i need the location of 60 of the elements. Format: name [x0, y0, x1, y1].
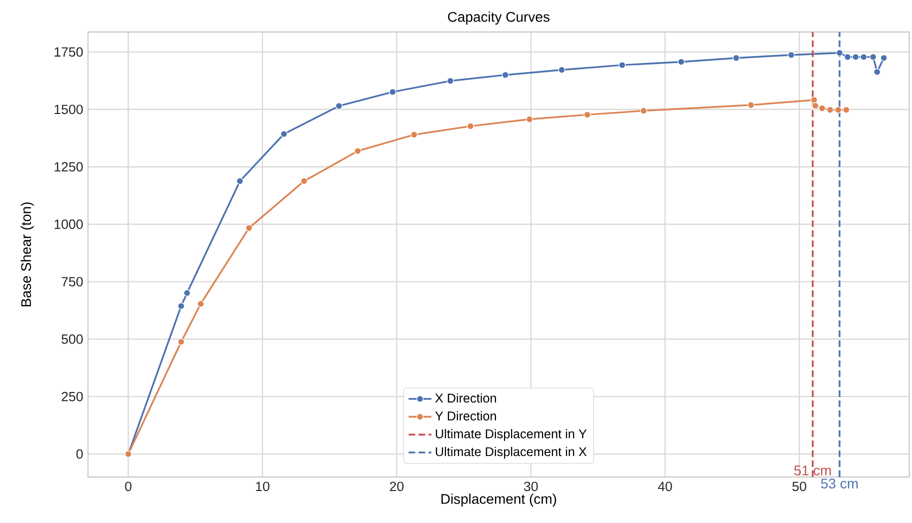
- x-tick-label: 50: [792, 482, 806, 492]
- legend-label: Ultimate Displacement in Y: [436, 429, 587, 441]
- x-tick-label: 40: [658, 482, 672, 492]
- point: [810, 96, 818, 104]
- point: [502, 71, 509, 78]
- point: [747, 102, 755, 109]
- x-tick-label: 0: [125, 482, 132, 492]
- x-tick-label: 10: [256, 482, 270, 492]
- point: [826, 106, 834, 114]
- point: [818, 104, 826, 112]
- point: [446, 77, 454, 84]
- y-tick-label: 250: [62, 392, 83, 402]
- point: [178, 338, 185, 346]
- point: [335, 102, 343, 110]
- y-tick-label: 0: [76, 449, 83, 459]
- point: [860, 53, 868, 61]
- point: [197, 300, 204, 308]
- point: [558, 66, 566, 74]
- point: [526, 116, 534, 123]
- point: [354, 147, 362, 155]
- legend-label: X Direction: [435, 393, 496, 403]
- y-tick-label: 1500: [54, 104, 83, 114]
- point: [788, 51, 795, 58]
- point: [844, 53, 852, 61]
- y-tick-label: 750: [62, 276, 83, 286]
- point: [389, 88, 396, 96]
- point: [836, 49, 844, 56]
- point: [618, 62, 626, 69]
- point: [410, 131, 418, 138]
- point: [246, 224, 253, 232]
- point: [732, 54, 740, 62]
- x-axis-title: Displacement (cm): [441, 494, 556, 507]
- point: [874, 68, 881, 76]
- point: [184, 289, 191, 296]
- point: [236, 178, 244, 185]
- x-tick-label: 30: [524, 482, 538, 492]
- point: [678, 58, 685, 66]
- point: [300, 178, 308, 185]
- x-tick-label: 20: [390, 482, 404, 492]
- legend-label: Ultimate Displacement in X: [436, 446, 587, 459]
- annotation: 53 cm: [821, 478, 858, 489]
- y-axis-title: Base Shear (ton): [20, 202, 34, 306]
- point: [880, 54, 888, 62]
- point: [842, 106, 850, 114]
- point: [812, 102, 819, 110]
- point: [178, 302, 185, 310]
- point: [870, 53, 877, 61]
- annotation: 51 cm: [794, 466, 831, 476]
- point: [584, 111, 591, 118]
- point: [852, 53, 860, 61]
- y-tick-label: 1750: [54, 47, 83, 57]
- chart-title: Capacity Curves: [448, 12, 550, 25]
- y-tick-label: 1000: [54, 220, 83, 229]
- y-tick-label: 1250: [54, 162, 83, 172]
- point: [280, 130, 288, 138]
- point: [834, 106, 842, 114]
- point: [640, 107, 648, 114]
- legend-label: Y Direction: [435, 411, 496, 420]
- y-tick-label: 500: [62, 334, 83, 344]
- point: [466, 122, 474, 130]
